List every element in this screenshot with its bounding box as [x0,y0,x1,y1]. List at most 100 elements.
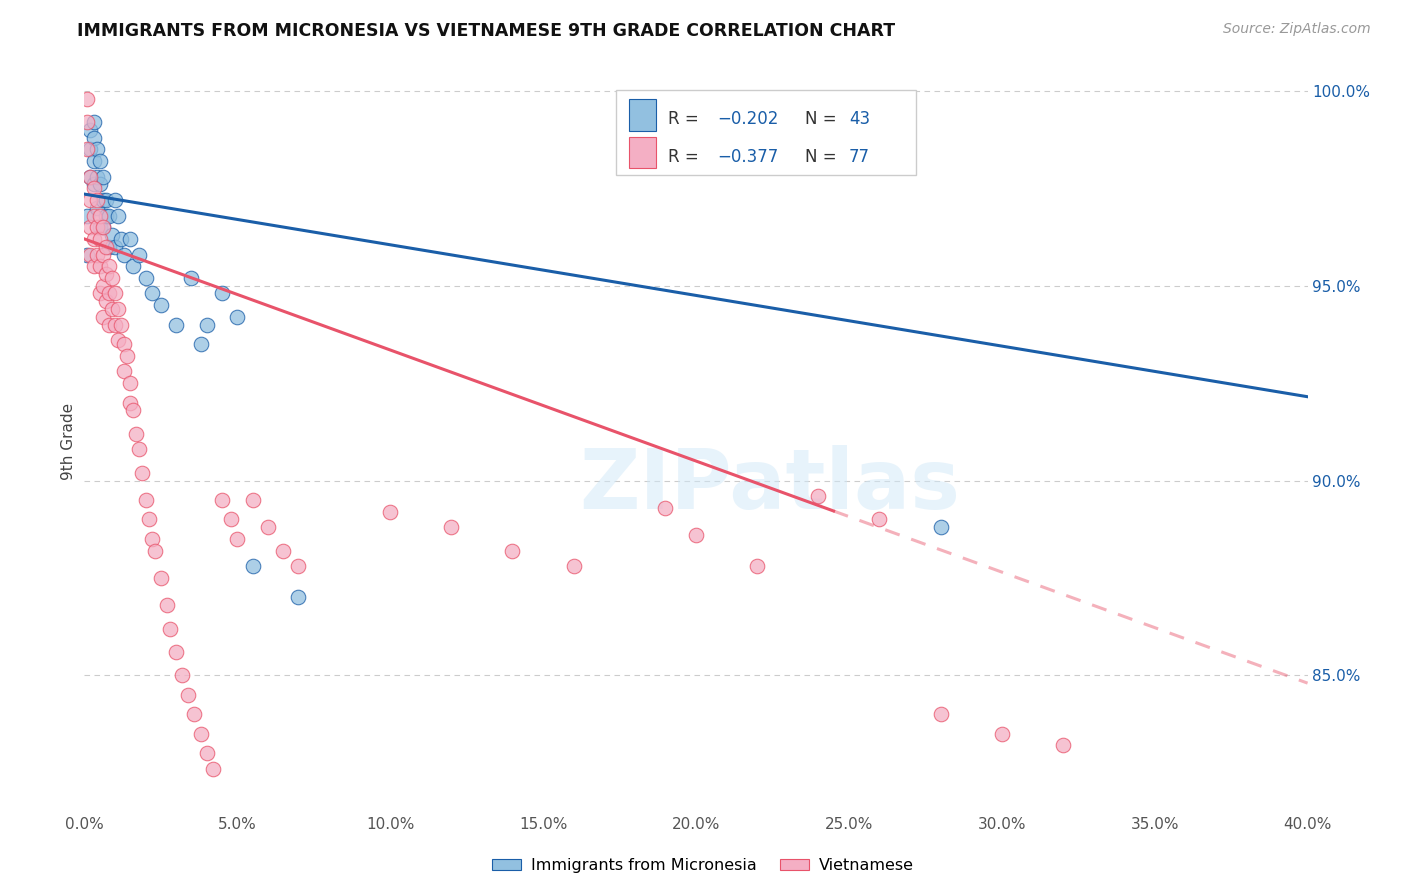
Point [89,220,111,235]
Point [79,142,101,156]
Point [91,220,114,235]
Point [97,209,120,223]
Point [86,142,108,156]
Point [79,123,101,137]
Text: R =: R = [668,147,704,166]
Point [440,520,463,534]
Point [807,489,830,503]
Point [101,227,124,242]
Point [195,318,218,332]
Point [115,349,138,363]
Point [138,512,160,526]
Point [83,259,105,273]
Point [107,301,129,316]
Point [89,209,111,223]
Point [91,169,114,184]
Point [91,310,114,324]
Point [219,512,242,526]
Text: 43: 43 [849,111,870,128]
Point [562,559,585,574]
Point [91,278,114,293]
Point [654,500,676,515]
Point [143,543,166,558]
Point [991,727,1014,741]
Point [89,232,111,246]
Point [120,395,142,409]
Point [86,201,108,215]
Point [94,209,117,223]
Point [211,286,233,301]
Text: 77: 77 [849,147,870,166]
Point [97,318,120,332]
Point [257,520,280,534]
Point [201,762,224,776]
Point [271,543,294,558]
Point [226,532,249,546]
Point [91,220,114,235]
Point [211,493,233,508]
Point [165,645,187,659]
Point [79,169,101,184]
Point [91,247,114,261]
Point [226,310,249,324]
Point [135,493,157,508]
Point [112,364,135,378]
Legend: Immigrants from Micronesia, Vietnamese: Immigrants from Micronesia, Vietnamese [486,852,920,880]
Point [183,707,205,722]
Point [83,130,105,145]
Point [83,209,105,223]
Point [91,193,114,207]
Point [165,318,187,332]
Point [112,247,135,261]
Text: −0.377: −0.377 [717,147,778,166]
Point [287,559,309,574]
Point [125,426,148,441]
FancyBboxPatch shape [616,90,917,175]
Point [135,271,157,285]
Point [869,512,891,526]
Point [76,142,98,156]
Point [149,298,172,312]
Point [83,115,105,129]
Point [76,115,98,129]
Point [79,247,101,261]
Point [120,232,142,246]
Point [83,232,105,246]
Point [97,259,120,273]
Point [76,92,98,106]
Point [83,178,105,192]
Point [747,559,769,574]
Point [89,259,111,273]
Point [79,193,101,207]
Point [94,240,117,254]
Point [141,532,163,546]
Text: N =: N = [804,111,842,128]
Point [120,376,142,390]
Point [83,181,105,195]
Point [242,559,264,574]
Point [128,247,150,261]
Point [380,505,402,519]
Point [159,622,181,636]
Point [1052,739,1074,753]
Point [929,707,952,722]
Text: Source: ZipAtlas.com: Source: ZipAtlas.com [1223,22,1371,37]
Point [86,169,108,184]
Point [190,727,212,741]
Point [83,153,105,168]
Point [94,193,117,207]
Point [79,169,101,184]
Y-axis label: 9th Grade: 9th Grade [60,403,76,480]
Point [86,220,108,235]
Point [104,286,127,301]
Point [104,240,127,254]
Point [172,668,194,682]
Point [141,286,163,301]
Point [89,286,111,301]
Text: R =: R = [668,111,704,128]
Point [76,209,98,223]
Text: −0.202: −0.202 [717,111,778,128]
Point [94,267,117,281]
Point [149,571,172,585]
Point [86,193,108,207]
